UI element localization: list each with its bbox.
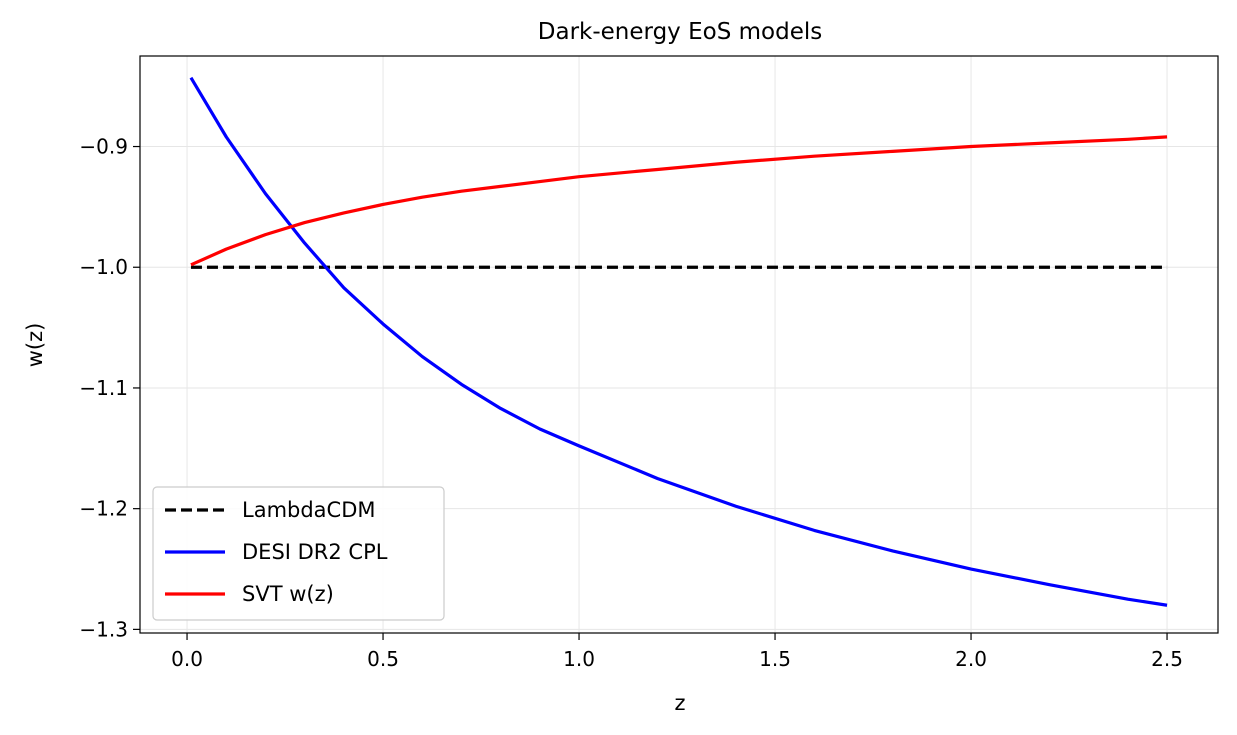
y-tick-label-2: −1.1 bbox=[79, 376, 128, 400]
legend: LambdaCDM DESI DR2 CPL SVT w(z) bbox=[152, 486, 445, 621]
y-tick-label-0: −1.3 bbox=[79, 617, 128, 641]
series-line-2 bbox=[190, 135, 1168, 267]
chart-title: Dark-energy EoS models bbox=[538, 19, 822, 45]
x-axis-ticks: 0.0 0.5 1.0 1.5 2.0 2.5 bbox=[171, 633, 1183, 671]
legend-label-2: SVT w(z) bbox=[242, 582, 334, 606]
y-tick-label-4: −0.9 bbox=[79, 135, 128, 159]
series-layer bbox=[189, 76, 1168, 607]
legend-label-0: LambdaCDM bbox=[242, 498, 376, 522]
x-tick-label-3: 1.5 bbox=[759, 647, 791, 671]
legend-label-1: DESI DR2 CPL bbox=[242, 540, 388, 564]
plot-frame bbox=[139, 55, 1219, 634]
x-axis-label: z bbox=[674, 691, 685, 715]
y-tick-label-3: −1.0 bbox=[79, 255, 128, 279]
x-tick-label-5: 2.5 bbox=[1151, 647, 1183, 671]
series-line-1 bbox=[189, 76, 1168, 607]
y-tick-label-1: −1.2 bbox=[79, 497, 128, 521]
y-axis-ticks: −1.3 −1.2 −1.1 −1.0 −0.9 bbox=[79, 135, 140, 641]
legend-box bbox=[152, 486, 445, 621]
x-tick-label-2: 1.0 bbox=[563, 647, 595, 671]
grid-lines bbox=[140, 56, 1218, 633]
x-tick-label-4: 2.0 bbox=[955, 647, 987, 671]
y-axis-label: w(z) bbox=[23, 323, 47, 368]
x-tick-label-0: 0.0 bbox=[171, 647, 203, 671]
x-tick-label-1: 0.5 bbox=[367, 647, 399, 671]
